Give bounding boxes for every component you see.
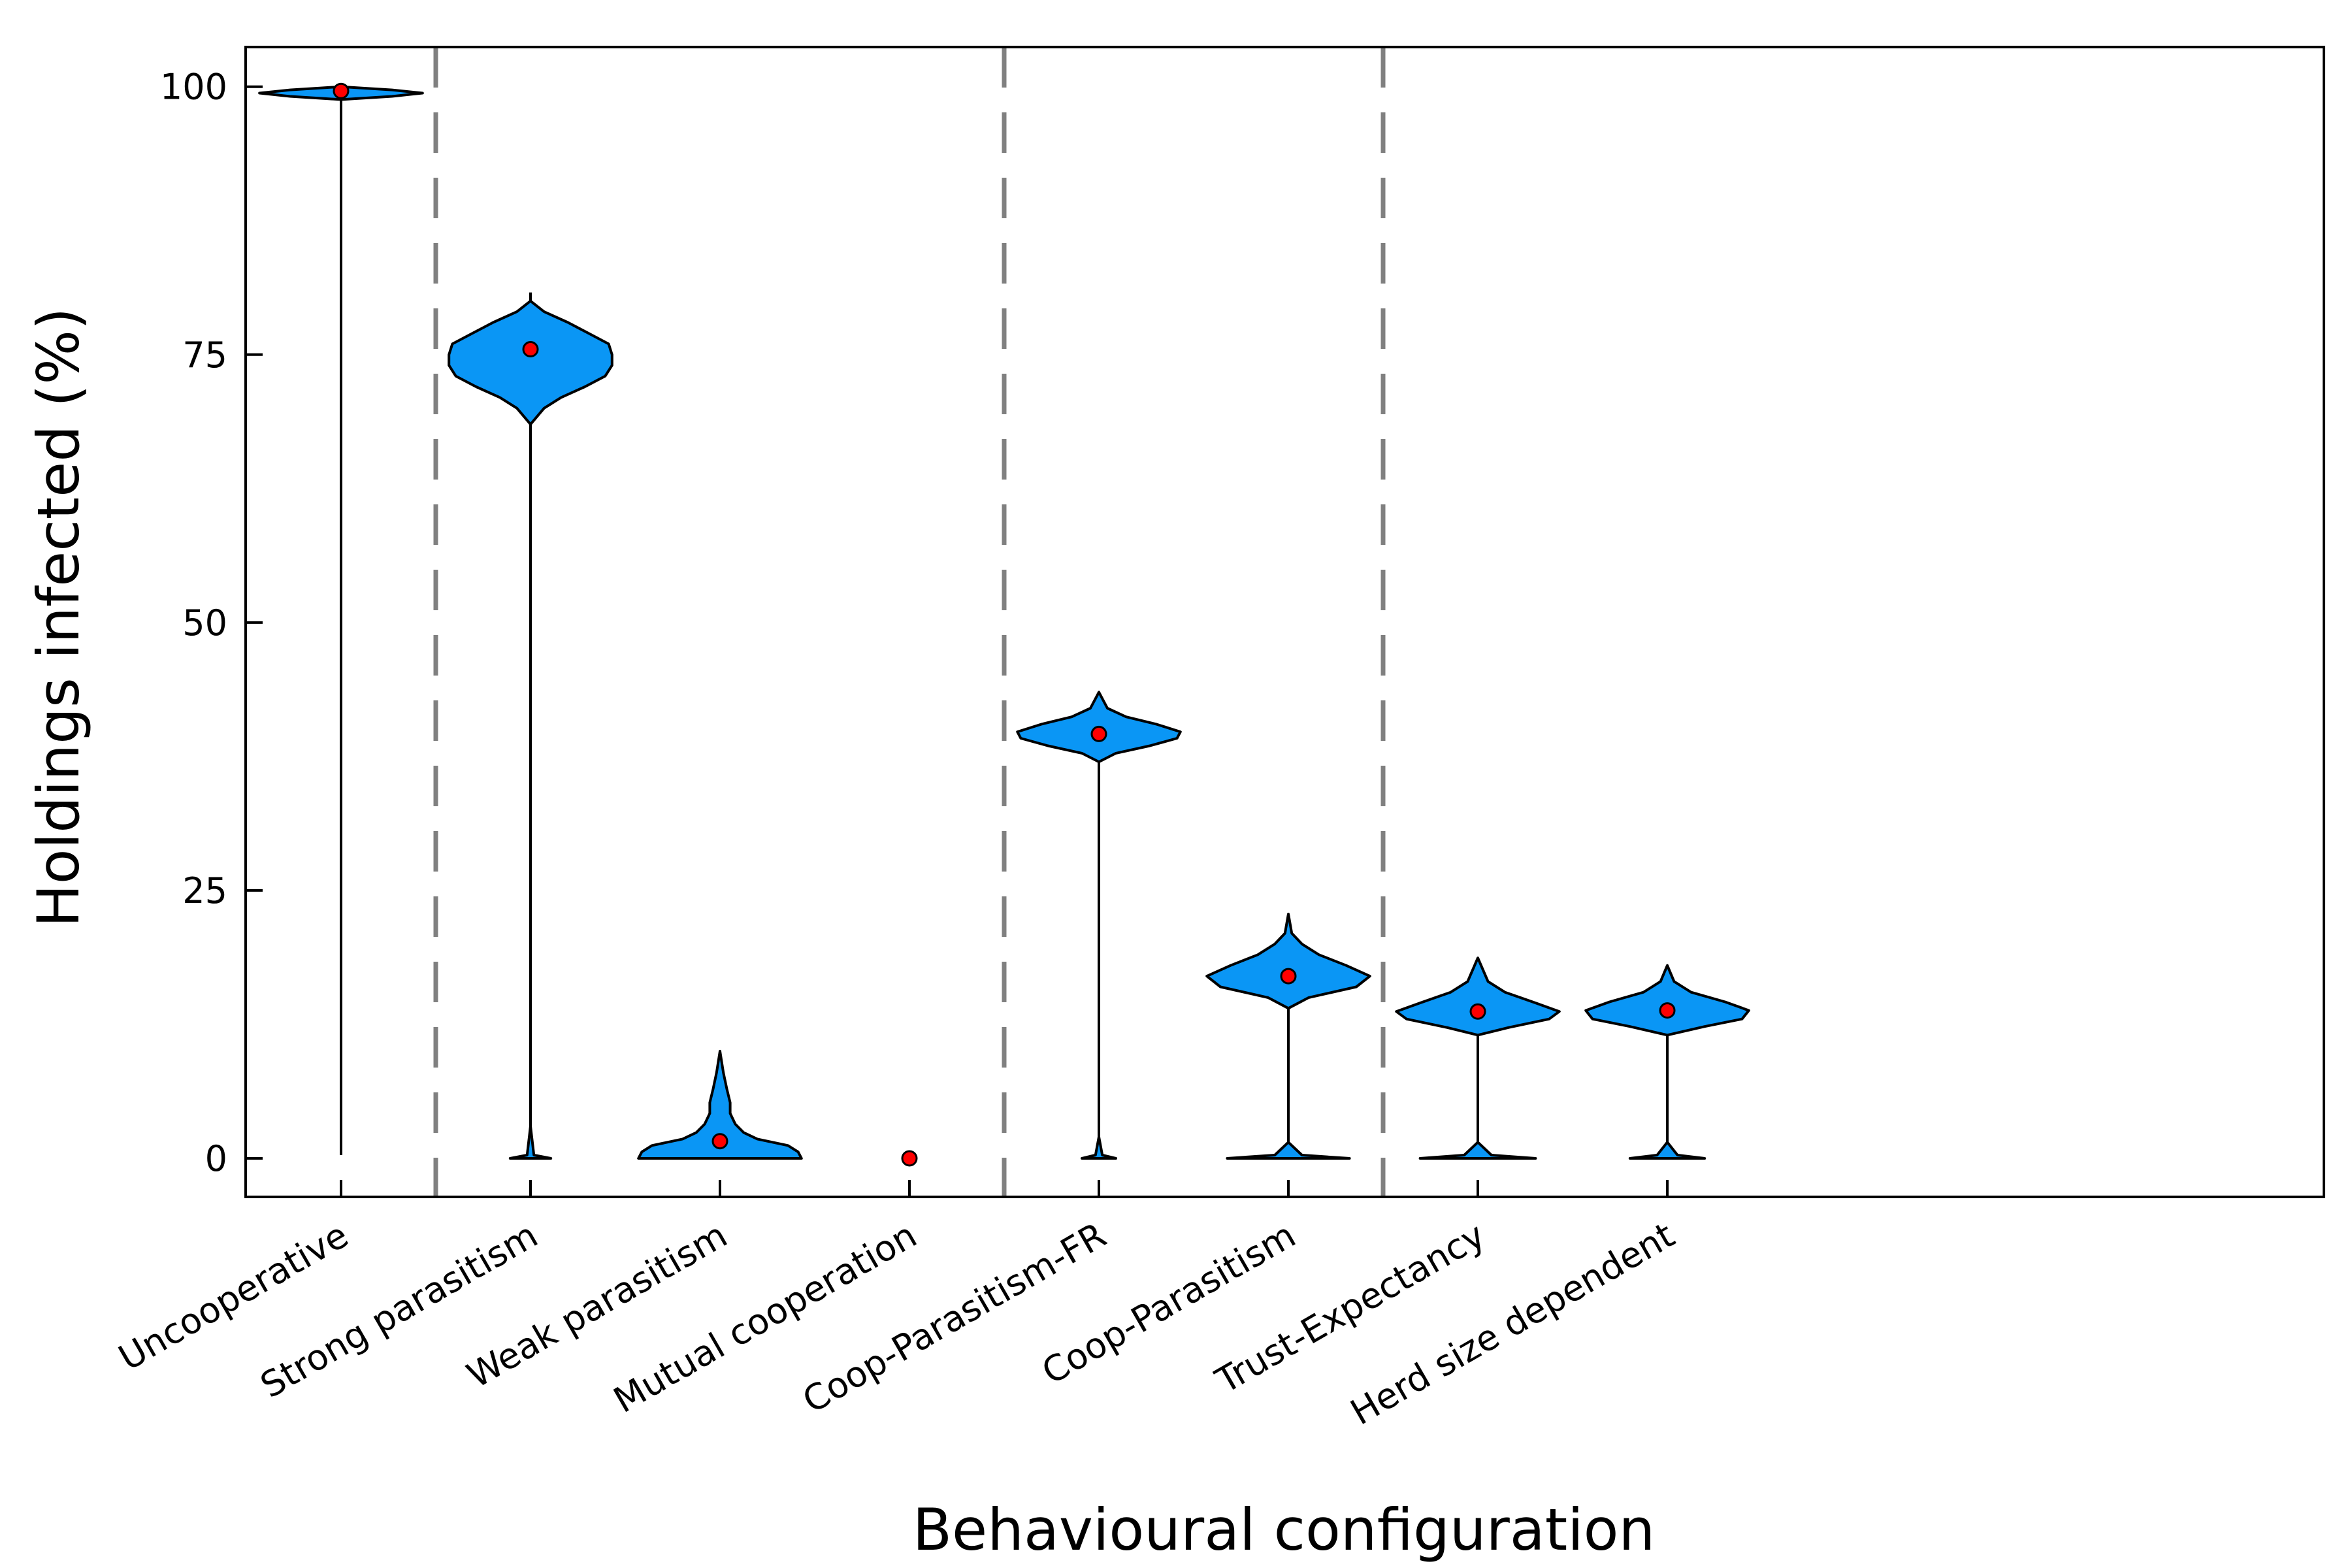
violin-body [637,1049,803,1160]
y-axis: 0 25 50 75 100 [160,67,263,1179]
violins [258,82,1750,1167]
mean-marker [901,1150,918,1167]
y-axis-title: Holdings infected (%) [25,308,92,928]
violin [1205,913,1371,1160]
violin [637,1049,803,1160]
violin-body [508,1124,553,1160]
violin-body [1584,964,1750,1037]
violin-body [448,299,613,426]
y-tick-label: 50 [182,602,227,644]
violin [1016,691,1182,1160]
y-tick-label: 0 [205,1138,227,1179]
violin [1584,964,1750,1160]
mean-marker [1469,1003,1486,1020]
mean-marker [711,1133,728,1150]
violin-body [1628,1141,1707,1160]
violin-body [1395,956,1561,1037]
violin-body [1205,913,1371,1010]
violin-body [1081,1135,1117,1160]
violin [901,1150,918,1167]
violin [258,82,424,1156]
mean-marker [1090,725,1107,742]
violin [1395,956,1561,1160]
y-tick-label: 25 [182,870,227,911]
violin [448,292,613,1160]
violin-body [1418,1141,1537,1160]
mean-marker [1280,968,1297,985]
x-axis-title: Behavioural configuration [913,1496,1656,1563]
violin-body [1226,1141,1351,1160]
y-tick-label: 75 [182,335,227,376]
mean-marker [1659,1002,1676,1019]
mean-marker [522,341,539,358]
mean-marker [333,82,350,99]
y-tick-label: 100 [160,67,227,108]
